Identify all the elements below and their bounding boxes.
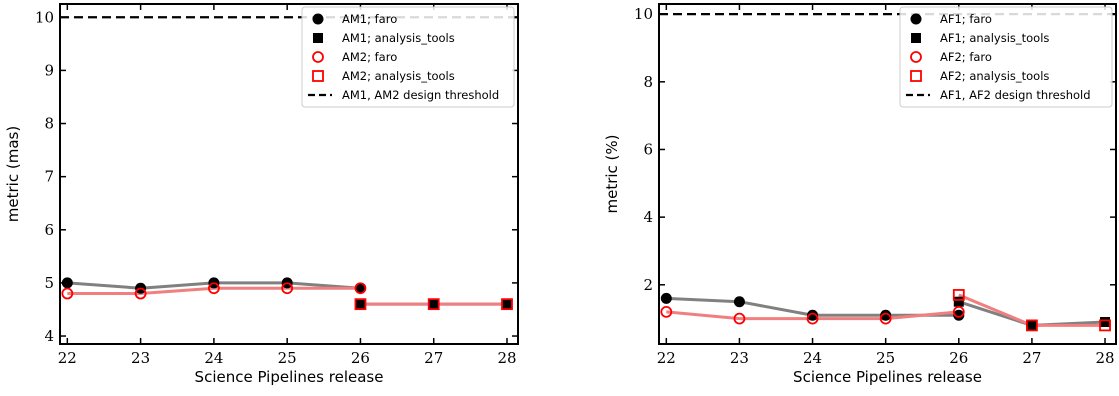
x-tick-label: 26 bbox=[949, 349, 968, 367]
data-point bbox=[880, 309, 892, 321]
x-tick-label: 27 bbox=[1022, 349, 1041, 367]
legend-label: AF1; analysis_tools bbox=[940, 31, 1049, 45]
x-tick-label: 24 bbox=[204, 349, 223, 367]
data-point bbox=[660, 292, 672, 304]
y-tick-label: 6 bbox=[643, 140, 653, 158]
data-point bbox=[1099, 319, 1111, 332]
y-tick-label: 10 bbox=[634, 5, 653, 23]
x-tick-label: 23 bbox=[730, 349, 749, 367]
data-point bbox=[207, 282, 220, 295]
data-point bbox=[953, 296, 964, 307]
data-point bbox=[952, 289, 965, 301]
y-tick-label: 8 bbox=[643, 73, 653, 91]
legend-marker bbox=[312, 51, 324, 63]
data-point bbox=[1026, 320, 1037, 331]
data-point bbox=[733, 296, 745, 308]
x-tick-label: 23 bbox=[131, 349, 150, 367]
data-point bbox=[1026, 319, 1038, 332]
chart-panel-1: 22 23 24 25 26 27 28 4 5 6 7 8 9 10 Science Pipelines … bbox=[4, 3, 519, 386]
y-tick-label: 5 bbox=[44, 274, 54, 292]
y-axis-label: metric (mas) bbox=[4, 126, 22, 222]
legend-label: AM2; analysis_tools bbox=[342, 69, 455, 83]
x-tick-label: 28 bbox=[497, 349, 516, 367]
x-tick-label: 28 bbox=[1095, 349, 1114, 367]
legend-box bbox=[899, 6, 1113, 108]
legend-marker bbox=[312, 13, 324, 25]
y-axis-label: metric (%) bbox=[603, 134, 621, 213]
data-point bbox=[879, 312, 892, 325]
legend-label: AF2; faro bbox=[940, 50, 992, 64]
x-axis-label: Science Pipelines release bbox=[793, 368, 982, 386]
legend: AM1; faro AM1; analysis_tools AM2; faro AM2… bbox=[301, 6, 515, 108]
data-point bbox=[733, 312, 746, 325]
legend-marker bbox=[312, 70, 324, 82]
plot-frame bbox=[59, 3, 519, 345]
data-point bbox=[61, 277, 73, 289]
data-point bbox=[354, 282, 367, 295]
legend-label: AF1; faro bbox=[940, 12, 992, 26]
data-point bbox=[806, 312, 819, 325]
legend-label: AM1; analysis_tools bbox=[342, 31, 455, 45]
data-point bbox=[952, 305, 965, 318]
y-tick-label: 8 bbox=[44, 115, 54, 133]
legend-label: AM2; faro bbox=[342, 50, 397, 64]
legend-marker bbox=[313, 33, 323, 43]
data-point bbox=[355, 299, 366, 310]
y-tick-label: 9 bbox=[44, 61, 54, 79]
legend: AF1; faro AF1; analysis_tools AF2; faro AF2… bbox=[899, 6, 1113, 108]
y-tick-label: 7 bbox=[44, 168, 54, 186]
data-point bbox=[1100, 317, 1111, 328]
data-point bbox=[134, 287, 147, 300]
y-tick-label: 10 bbox=[35, 8, 54, 26]
data-point bbox=[428, 299, 439, 310]
x-tick-label: 25 bbox=[876, 349, 895, 367]
plot-frame bbox=[658, 3, 1117, 345]
data-point bbox=[660, 305, 673, 318]
x-tick-label: 24 bbox=[803, 349, 822, 367]
data-point bbox=[61, 287, 74, 300]
legend-marker bbox=[910, 13, 922, 25]
data-point bbox=[281, 282, 294, 295]
x-axis-label: Science Pipelines release bbox=[195, 368, 384, 386]
x-tick-label: 22 bbox=[58, 349, 77, 367]
x-tick-label: 26 bbox=[351, 349, 370, 367]
data-point bbox=[354, 282, 366, 294]
y-tick-label: 4 bbox=[643, 208, 653, 226]
data-point bbox=[807, 309, 819, 321]
legend-label: AF2; analysis_tools bbox=[940, 69, 1049, 83]
x-tick-label: 27 bbox=[424, 349, 443, 367]
y-tick-label: 4 bbox=[44, 327, 54, 345]
x-tick-label: 25 bbox=[278, 349, 297, 367]
legend-marker bbox=[911, 33, 921, 43]
data-point bbox=[953, 309, 965, 321]
data-point bbox=[501, 298, 513, 311]
data-point bbox=[502, 299, 513, 310]
legend-marker bbox=[910, 70, 922, 82]
legend-box bbox=[301, 6, 515, 108]
legend-label: AF1, AF2 design threshold bbox=[940, 88, 1091, 102]
legend-label: AM1, AM2 design threshold bbox=[342, 88, 499, 102]
legend-marker bbox=[910, 51, 922, 63]
legend-label: AM1; faro bbox=[342, 12, 397, 26]
x-tick-label: 22 bbox=[657, 349, 676, 367]
data-point bbox=[354, 298, 367, 311]
y-tick-label: 6 bbox=[44, 221, 54, 239]
data-point bbox=[427, 298, 440, 311]
y-tick-label: 2 bbox=[643, 276, 653, 294]
